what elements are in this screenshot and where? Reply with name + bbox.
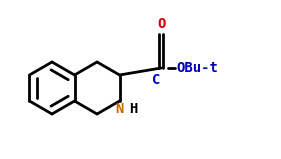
- Text: C: C: [152, 73, 160, 87]
- Text: O: O: [157, 17, 165, 31]
- Text: H: H: [130, 102, 138, 116]
- Text: N: N: [115, 102, 124, 116]
- Text: OBu-t: OBu-t: [176, 61, 218, 75]
